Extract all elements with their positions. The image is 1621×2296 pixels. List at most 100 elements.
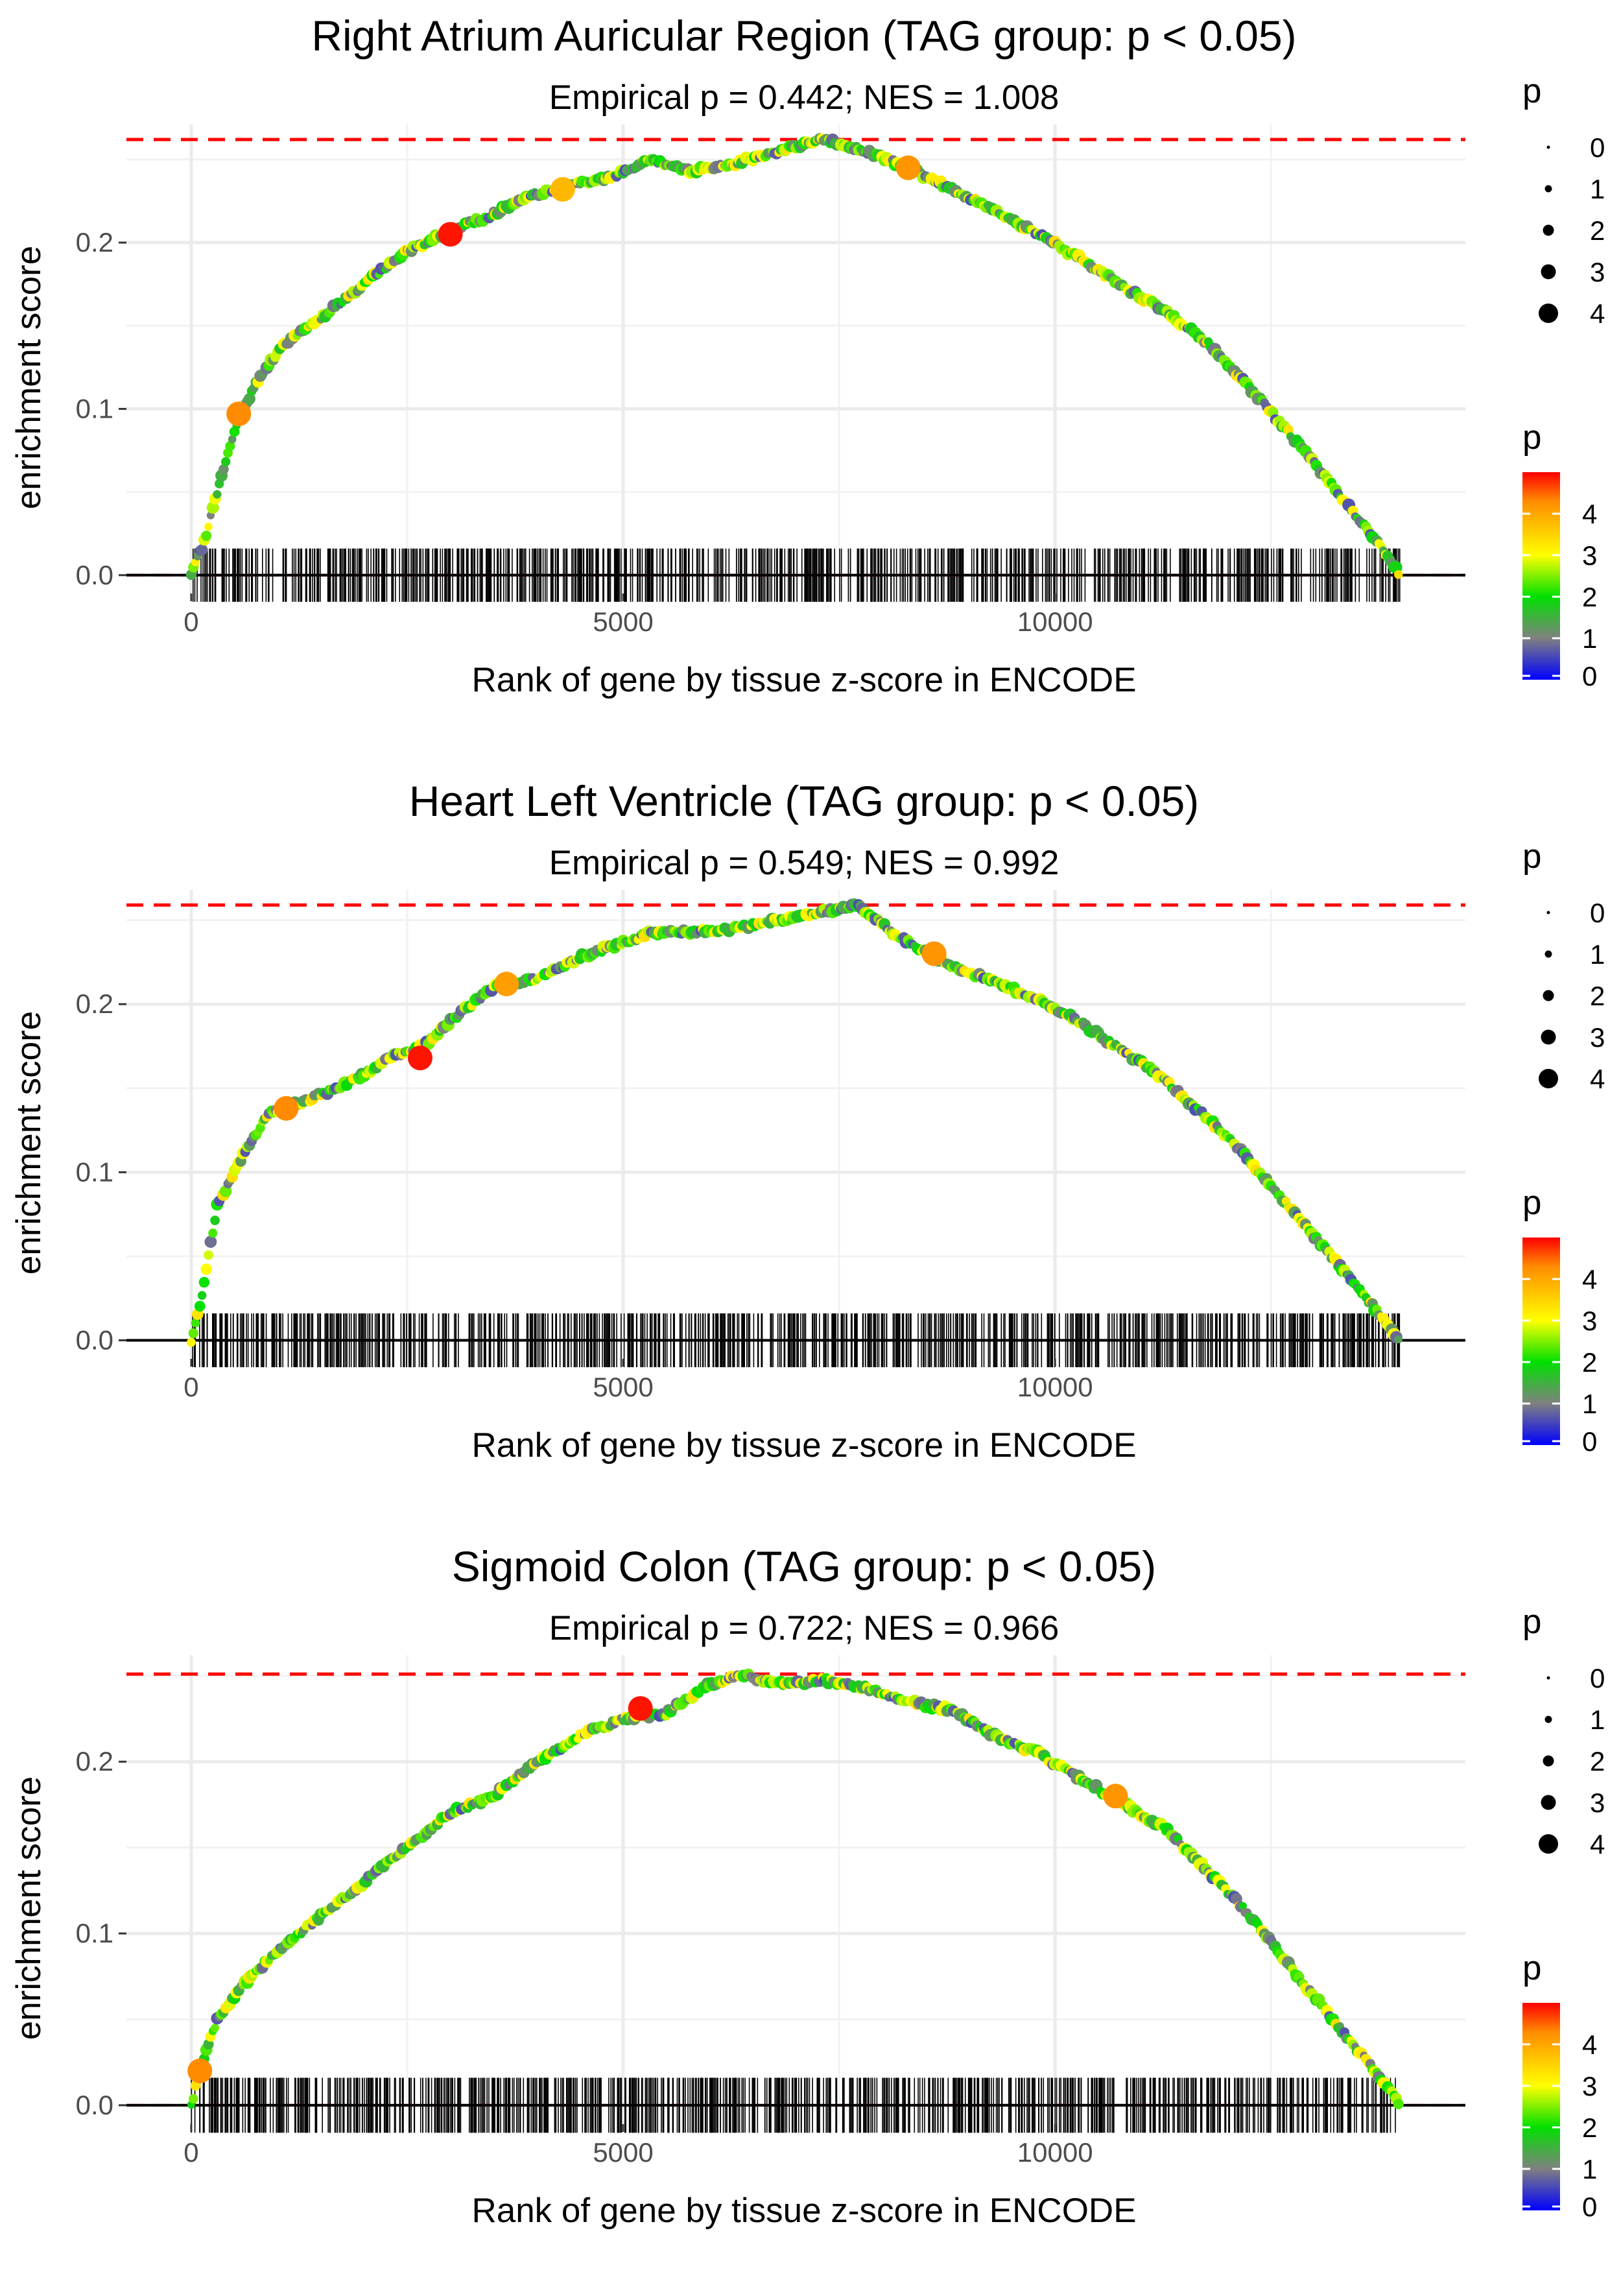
legend-color: p 0 1 2 3 4 <box>1522 418 1597 691</box>
legend-color-label: 3 <box>1582 2071 1597 2101</box>
es-point <box>213 490 222 499</box>
es-point <box>194 1300 206 1312</box>
chart-subtitle: Empirical p = 0.722; NES = 0.966 <box>549 1609 1059 1647</box>
legend-size-label: 0 <box>1590 898 1605 928</box>
es-point <box>228 435 237 444</box>
y-tick-label: 0.2 <box>76 227 113 257</box>
highlight-point <box>187 2058 213 2083</box>
legend-size-label: 0 <box>1590 1663 1605 1693</box>
highlight-point <box>274 1095 299 1121</box>
legend-color-title: p <box>1522 1184 1541 1222</box>
es-point <box>187 1337 196 1347</box>
legend-color-label: 4 <box>1582 2029 1597 2060</box>
es-point <box>188 2094 198 2104</box>
chart-svg: Right Atrium Auricular Region (TAG group… <box>10 12 1605 699</box>
legend-size-label: 2 <box>1590 1746 1605 1776</box>
y-tick-label: 0.1 <box>76 1156 113 1187</box>
legend-size-swatch <box>1541 1029 1556 1045</box>
legend-color-label: 0 <box>1582 1426 1597 1457</box>
legend-color-label: 2 <box>1582 1347 1597 1378</box>
legend-size-label: 3 <box>1590 257 1605 287</box>
legend-size-label: 3 <box>1590 1022 1605 1053</box>
legend-size-label: 2 <box>1590 981 1605 1011</box>
legend-size-swatch <box>1539 1834 1558 1854</box>
highlight-point <box>1103 1784 1128 1809</box>
es-point <box>204 1236 217 1249</box>
legend-size-swatch <box>1544 950 1552 958</box>
legend-size-swatch <box>1541 264 1556 280</box>
highlight-point <box>628 1696 653 1721</box>
legend-size-label: 3 <box>1590 1788 1605 1818</box>
legend-size-swatch <box>1543 224 1554 236</box>
legend-size-swatch <box>1546 1676 1550 1680</box>
legend-size-label: 1 <box>1590 174 1605 204</box>
highlight-point <box>226 401 252 427</box>
legend-size-label: 4 <box>1590 1064 1605 1094</box>
legend-color-label: 1 <box>1582 2154 1597 2184</box>
legend-colorbar <box>1522 1238 1560 1445</box>
legend-size-label: 0 <box>1590 132 1605 163</box>
es-point <box>206 501 219 514</box>
es-point <box>208 1228 218 1238</box>
legend-size-label: 1 <box>1590 1704 1605 1735</box>
legend-color: p 0 1 2 3 4 <box>1522 1949 1597 2222</box>
es-point <box>191 1319 200 1328</box>
highlight-point <box>438 222 463 247</box>
es-point <box>200 1263 212 1275</box>
x-axis-label: Rank of gene by tissue z-score in ENCODE <box>471 661 1136 699</box>
x-tick-label: 0 <box>183 2137 198 2168</box>
panel-right-atrium: Right Atrium Auricular Region (TAG group… <box>0 0 1621 765</box>
highlight-point <box>895 155 921 180</box>
legend-color: p 0 1 2 3 4 <box>1522 1184 1597 1457</box>
es-point <box>1238 1902 1248 1910</box>
legend-colorbar <box>1522 2003 1560 2210</box>
chart-title: Right Atrium Auricular Region (TAG group… <box>311 12 1296 60</box>
legend-size-swatch <box>1541 1795 1556 1810</box>
y-tick-label: 0.1 <box>76 1918 113 1948</box>
legend-color-title: p <box>1522 418 1541 457</box>
y-tick-label: 0.1 <box>76 393 113 424</box>
es-points <box>187 1668 1404 2110</box>
legend-size: p 0 1 2 3 4 <box>1522 1603 1605 1860</box>
x-tick-label: 5000 <box>593 1372 653 1402</box>
x-tick-label: 0 <box>183 606 198 637</box>
highlight-point <box>550 176 575 202</box>
chart-title: Sigmoid Colon (TAG group: p < 0.05) <box>452 1542 1157 1590</box>
es-points <box>187 898 1402 1347</box>
es-point <box>243 392 255 405</box>
legend-color-label: 2 <box>1582 2112 1597 2143</box>
es-point <box>197 1291 207 1300</box>
legend-color-label: 3 <box>1582 540 1597 571</box>
es-point <box>1394 570 1403 579</box>
es-point <box>219 464 229 475</box>
x-axis-label: Rank of gene by tissue z-score in ENCODE <box>471 2192 1136 2230</box>
x-tick-label: 5000 <box>593 606 653 637</box>
legend-size-title: p <box>1522 837 1541 876</box>
legend-size: p 0 1 2 3 4 <box>1522 72 1605 329</box>
es-point <box>225 441 235 451</box>
es-point <box>211 2024 220 2033</box>
legend-size-swatch <box>1546 911 1550 915</box>
legend-size-label: 2 <box>1590 215 1605 246</box>
legend-size-title: p <box>1522 72 1541 110</box>
y-axis-label: enrichment score <box>10 246 48 510</box>
es-point <box>196 544 208 556</box>
x-tick-label: 5000 <box>593 2137 653 2168</box>
es-point <box>204 1250 213 1260</box>
legend-size-swatch <box>1539 1069 1558 1088</box>
es-point <box>210 1215 220 1225</box>
y-tick-label: 0.0 <box>76 1324 113 1355</box>
es-point <box>221 457 231 467</box>
es-point <box>204 522 213 531</box>
legend-size-swatch <box>1543 1755 1554 1767</box>
legend-size-swatch <box>1543 990 1554 1001</box>
chart-subtitle: Empirical p = 0.549; NES = 0.992 <box>549 844 1059 882</box>
legend-size-label: 4 <box>1590 1829 1605 1860</box>
es-point <box>188 1328 198 1339</box>
chart-svg: Sigmoid Colon (TAG group: p < 0.05) Empi… <box>10 1542 1605 2230</box>
legend-color-label: 1 <box>1582 1389 1597 1419</box>
panel-heart-left-ventricle: Heart Left Ventricle (TAG group: p < 0.0… <box>0 765 1621 1531</box>
legend-color-label: 0 <box>1582 2192 1597 2222</box>
legend-color-label: 2 <box>1582 582 1597 612</box>
